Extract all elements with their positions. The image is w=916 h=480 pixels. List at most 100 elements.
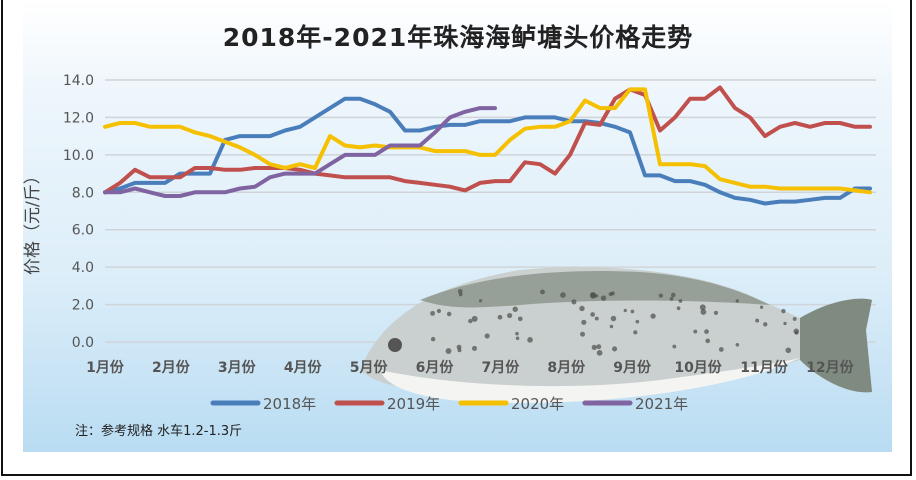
y-tick-label: 4.0 [72,260,94,276]
fish-spot [704,329,709,334]
x-tick-label: 12月份 [806,359,854,376]
fish-spot [468,318,473,324]
y-tick-label: 6.0 [72,223,94,239]
fish-spot [635,319,640,324]
fish-spot [718,347,724,352]
fish-spot [515,331,519,336]
fish-spot [560,292,566,298]
fish-spot [785,347,792,354]
legend-label: 2019年 [387,395,440,413]
fish-spot [783,321,787,326]
x-tick-label: 1月份 [86,359,125,376]
fish-spot [610,315,617,322]
fish-spot [608,292,613,297]
fish-spot [458,292,463,297]
fish-spot [515,336,520,341]
fish-spot [594,316,599,321]
fish-spot [436,308,442,314]
fish-spot [471,345,478,351]
fish-belly [380,358,800,404]
fish-spot [540,289,545,295]
fish-back [420,270,770,308]
y-tick-label: 0.0 [72,335,94,351]
fish-spot [700,309,707,315]
y-tick-label: 10.0 [63,148,94,164]
fish-spot [678,299,683,303]
x-tick-label: 9月份 [613,359,652,376]
y-tick-label: 12.0 [63,110,94,126]
chart-title: 2018年-2021年珠海海鲈塘头价格走势 [222,23,694,52]
x-tick-label: 6月份 [416,359,455,376]
fish-spot [484,333,490,339]
series-line-2019年 [103,85,872,195]
fish-spot [759,305,764,309]
fish-spot [527,337,533,343]
fish-spot [794,331,799,335]
x-tick-label: 5月份 [350,359,389,376]
fish-spot [676,306,681,311]
series-line-2018年 [103,96,872,206]
fish-illustration [360,267,872,404]
fish-spot [705,338,711,344]
series-line-2020年 [103,87,872,195]
fish-eye [388,338,402,352]
y-tick-label: 8.0 [72,185,94,201]
fish-spot [672,344,677,349]
y-tick-label: 14.0 [63,73,94,89]
fish-spot [457,348,462,353]
fish-spot [430,310,436,316]
x-tick-label: 7月份 [482,359,521,376]
fish-spot [669,296,674,301]
fish-spot [630,309,635,314]
fish-spot [600,295,607,301]
fish-spot [623,308,627,313]
fish-spot [699,304,706,311]
fish-spot [580,331,586,337]
fish-spot [792,317,797,321]
fish-spot [713,310,719,315]
fish-spot [579,305,585,312]
fish-spot [609,324,614,329]
x-tick-label: 10月份 [674,359,722,376]
fish-spot [581,319,587,325]
series-line-2021年 [103,106,497,198]
y-tick-label: 2.0 [72,298,94,314]
fish-spot [633,330,638,335]
x-tick-label: 4月份 [284,359,323,376]
fish-spot [781,308,786,314]
fish-tail [800,298,872,393]
fish-spot [735,343,740,347]
fish-spot [658,293,664,298]
x-tick-label: 2月份 [152,359,191,376]
fish-spot [456,344,462,350]
fish-spot [471,315,478,322]
fish-spot [507,313,513,319]
fish-spot [478,299,483,303]
x-tick-label: 11月份 [740,359,788,376]
fish-spot [457,289,463,294]
fish-spot [596,344,602,350]
fish-spot [650,313,656,319]
fish-spot [446,311,452,317]
fish-spot [445,348,452,355]
spec-note: 注：参考规格 水车1.2-1.3斤 [75,424,243,439]
fish-spot [512,306,518,312]
fish-spot [755,318,760,323]
fish-spot [693,329,698,334]
fish-spot [430,336,436,342]
x-tick-label: 8月份 [547,359,586,376]
fish-spot [591,344,597,350]
fish-spot [670,292,676,298]
legend-label: 2021年 [635,395,688,413]
fish-spot [735,299,739,303]
fish-spot [497,314,503,320]
legend-label: 2018年 [263,395,316,413]
fish-spot [590,312,595,317]
fish-spot [596,350,603,356]
legend-label: 2020年 [511,395,564,413]
x-tick-label: 3月份 [218,359,257,376]
fish-spot [763,322,768,327]
fish-spot [517,316,523,322]
